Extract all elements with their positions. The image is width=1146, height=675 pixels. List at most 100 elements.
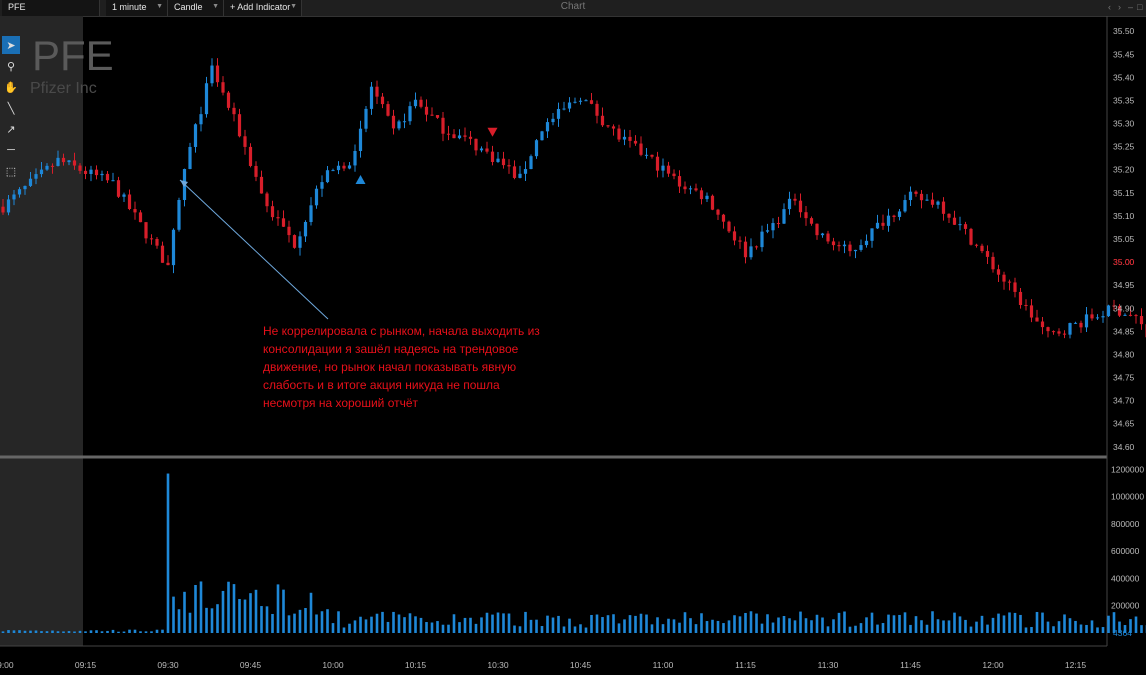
add-indicator-button[interactable]: + Add Indicator ▼ <box>224 0 302 16</box>
volume-bar <box>573 626 577 633</box>
candle-body <box>166 262 170 266</box>
candle-body <box>985 251 990 257</box>
volume-bar <box>1024 627 1028 633</box>
volume-bar <box>139 631 142 633</box>
volume-bar <box>265 606 269 633</box>
price-tick-label: 35.50 <box>1113 26 1135 36</box>
volume-bar <box>232 584 236 633</box>
time-tick-label: 09:00 <box>0 660 14 670</box>
volume-bar <box>975 621 978 633</box>
candle-body <box>391 115 396 129</box>
candle-body <box>870 228 874 241</box>
buy-signal-marker[interactable] <box>355 174 366 184</box>
volume-bar <box>18 630 21 633</box>
volume-bar <box>177 609 181 633</box>
candle-body <box>782 209 786 224</box>
candle-body <box>974 244 979 246</box>
chart-style-dropdown[interactable]: Candle ▼ <box>168 0 224 16</box>
maximize-icon[interactable]: □ <box>1137 2 1143 12</box>
volume-bar <box>166 473 170 633</box>
candle-body <box>61 157 66 163</box>
symbol-label: PFE <box>8 2 26 12</box>
volume-bar <box>359 616 362 633</box>
interval-dropdown[interactable]: 1 minute ▼ <box>106 0 168 16</box>
candle-body <box>276 217 280 219</box>
volume-bar <box>606 615 610 633</box>
annotation-arrow-line[interactable] <box>179 179 329 320</box>
volume-bar <box>496 612 500 633</box>
volume-bar <box>221 590 225 633</box>
cursor-icon[interactable]: ➤ <box>2 36 20 54</box>
volume-bar <box>249 593 252 633</box>
rectangle-icon[interactable]: ⬚ <box>2 162 20 180</box>
price-tick-label: 34.60 <box>1113 442 1135 452</box>
volume-bar <box>463 617 467 633</box>
volume-bar <box>711 619 714 633</box>
annotation-note[interactable]: Не коррелировала с рынком, начала выходи… <box>263 324 540 410</box>
candle-body <box>56 157 60 166</box>
watermark-company: Pfizer Inc <box>30 80 97 97</box>
forward-icon[interactable]: › <box>1118 2 1121 12</box>
volume-bar <box>1118 621 1121 633</box>
volume-bar <box>95 630 98 633</box>
candle-body <box>523 169 528 174</box>
volume-bar <box>903 612 907 633</box>
volume-bar <box>1063 614 1066 633</box>
time-tick-label: 10:30 <box>487 660 509 670</box>
rect-glyph: ⬚ <box>5 165 17 178</box>
candle-body <box>83 170 88 174</box>
volume-bar <box>1101 627 1105 633</box>
candle-body <box>50 165 55 167</box>
chart-canvas[interactable]: PFE Pfizer Inc 35.50 35.45 35.40 35.35 35.30… <box>0 16 1146 675</box>
volume-bar <box>84 631 87 633</box>
volume-bar <box>100 631 104 633</box>
horizontal-line-icon[interactable]: ─ <box>2 141 20 159</box>
candle-body <box>221 82 225 93</box>
candle-body <box>776 223 781 225</box>
zoom-icon[interactable]: ⚲ <box>2 57 20 75</box>
volume-bar <box>216 604 219 633</box>
candle-body <box>94 169 99 176</box>
arrow-icon[interactable]: ↗ <box>2 120 20 138</box>
volume-bar <box>898 614 901 633</box>
candle-body <box>787 198 792 210</box>
back-icon[interactable]: ‹ <box>1108 2 1111 12</box>
volume-bar <box>1002 615 1006 633</box>
minimize-icon[interactable]: – <box>1128 2 1134 12</box>
candle-body <box>138 212 143 223</box>
volume-bar <box>183 591 186 633</box>
candle-body <box>584 100 588 102</box>
volume-bar <box>227 581 230 633</box>
candle-body <box>820 233 825 236</box>
candle-body <box>991 256 995 270</box>
candle-body <box>1046 327 1050 332</box>
symbol-field[interactable]: PFE <box>2 0 100 16</box>
volume-bar <box>760 623 764 633</box>
line-icon[interactable]: ╲ <box>2 99 20 117</box>
sell-signal-marker[interactable] <box>487 127 498 137</box>
volume-bar <box>56 631 60 633</box>
volume-last-label: 4364 <box>1113 628 1132 638</box>
pan-hand-icon[interactable]: ✋ <box>2 78 20 96</box>
pan-glyph: ✋ <box>4 81 18 94</box>
volume-bar <box>700 613 703 633</box>
volume-bar <box>287 615 291 633</box>
volume-bar <box>953 612 956 633</box>
candle-body <box>446 133 451 135</box>
volume-bar <box>909 624 912 633</box>
volume-bar <box>45 631 49 633</box>
volume-bar <box>1112 612 1116 633</box>
candle-body <box>358 128 363 151</box>
volume-bar <box>194 585 197 633</box>
add-indicator-label: + Add Indicator <box>230 2 291 12</box>
time-tick-label: 11:00 <box>653 660 674 670</box>
volume-bar <box>821 617 824 633</box>
candle-body <box>540 131 544 141</box>
candle-body <box>243 136 247 147</box>
volume-bar <box>1057 621 1061 633</box>
last-price-label: 35.00 <box>1113 257 1135 267</box>
candle-body <box>199 114 203 125</box>
candle-body <box>155 238 159 246</box>
candle-body <box>650 154 654 157</box>
volume-bar <box>276 584 280 633</box>
